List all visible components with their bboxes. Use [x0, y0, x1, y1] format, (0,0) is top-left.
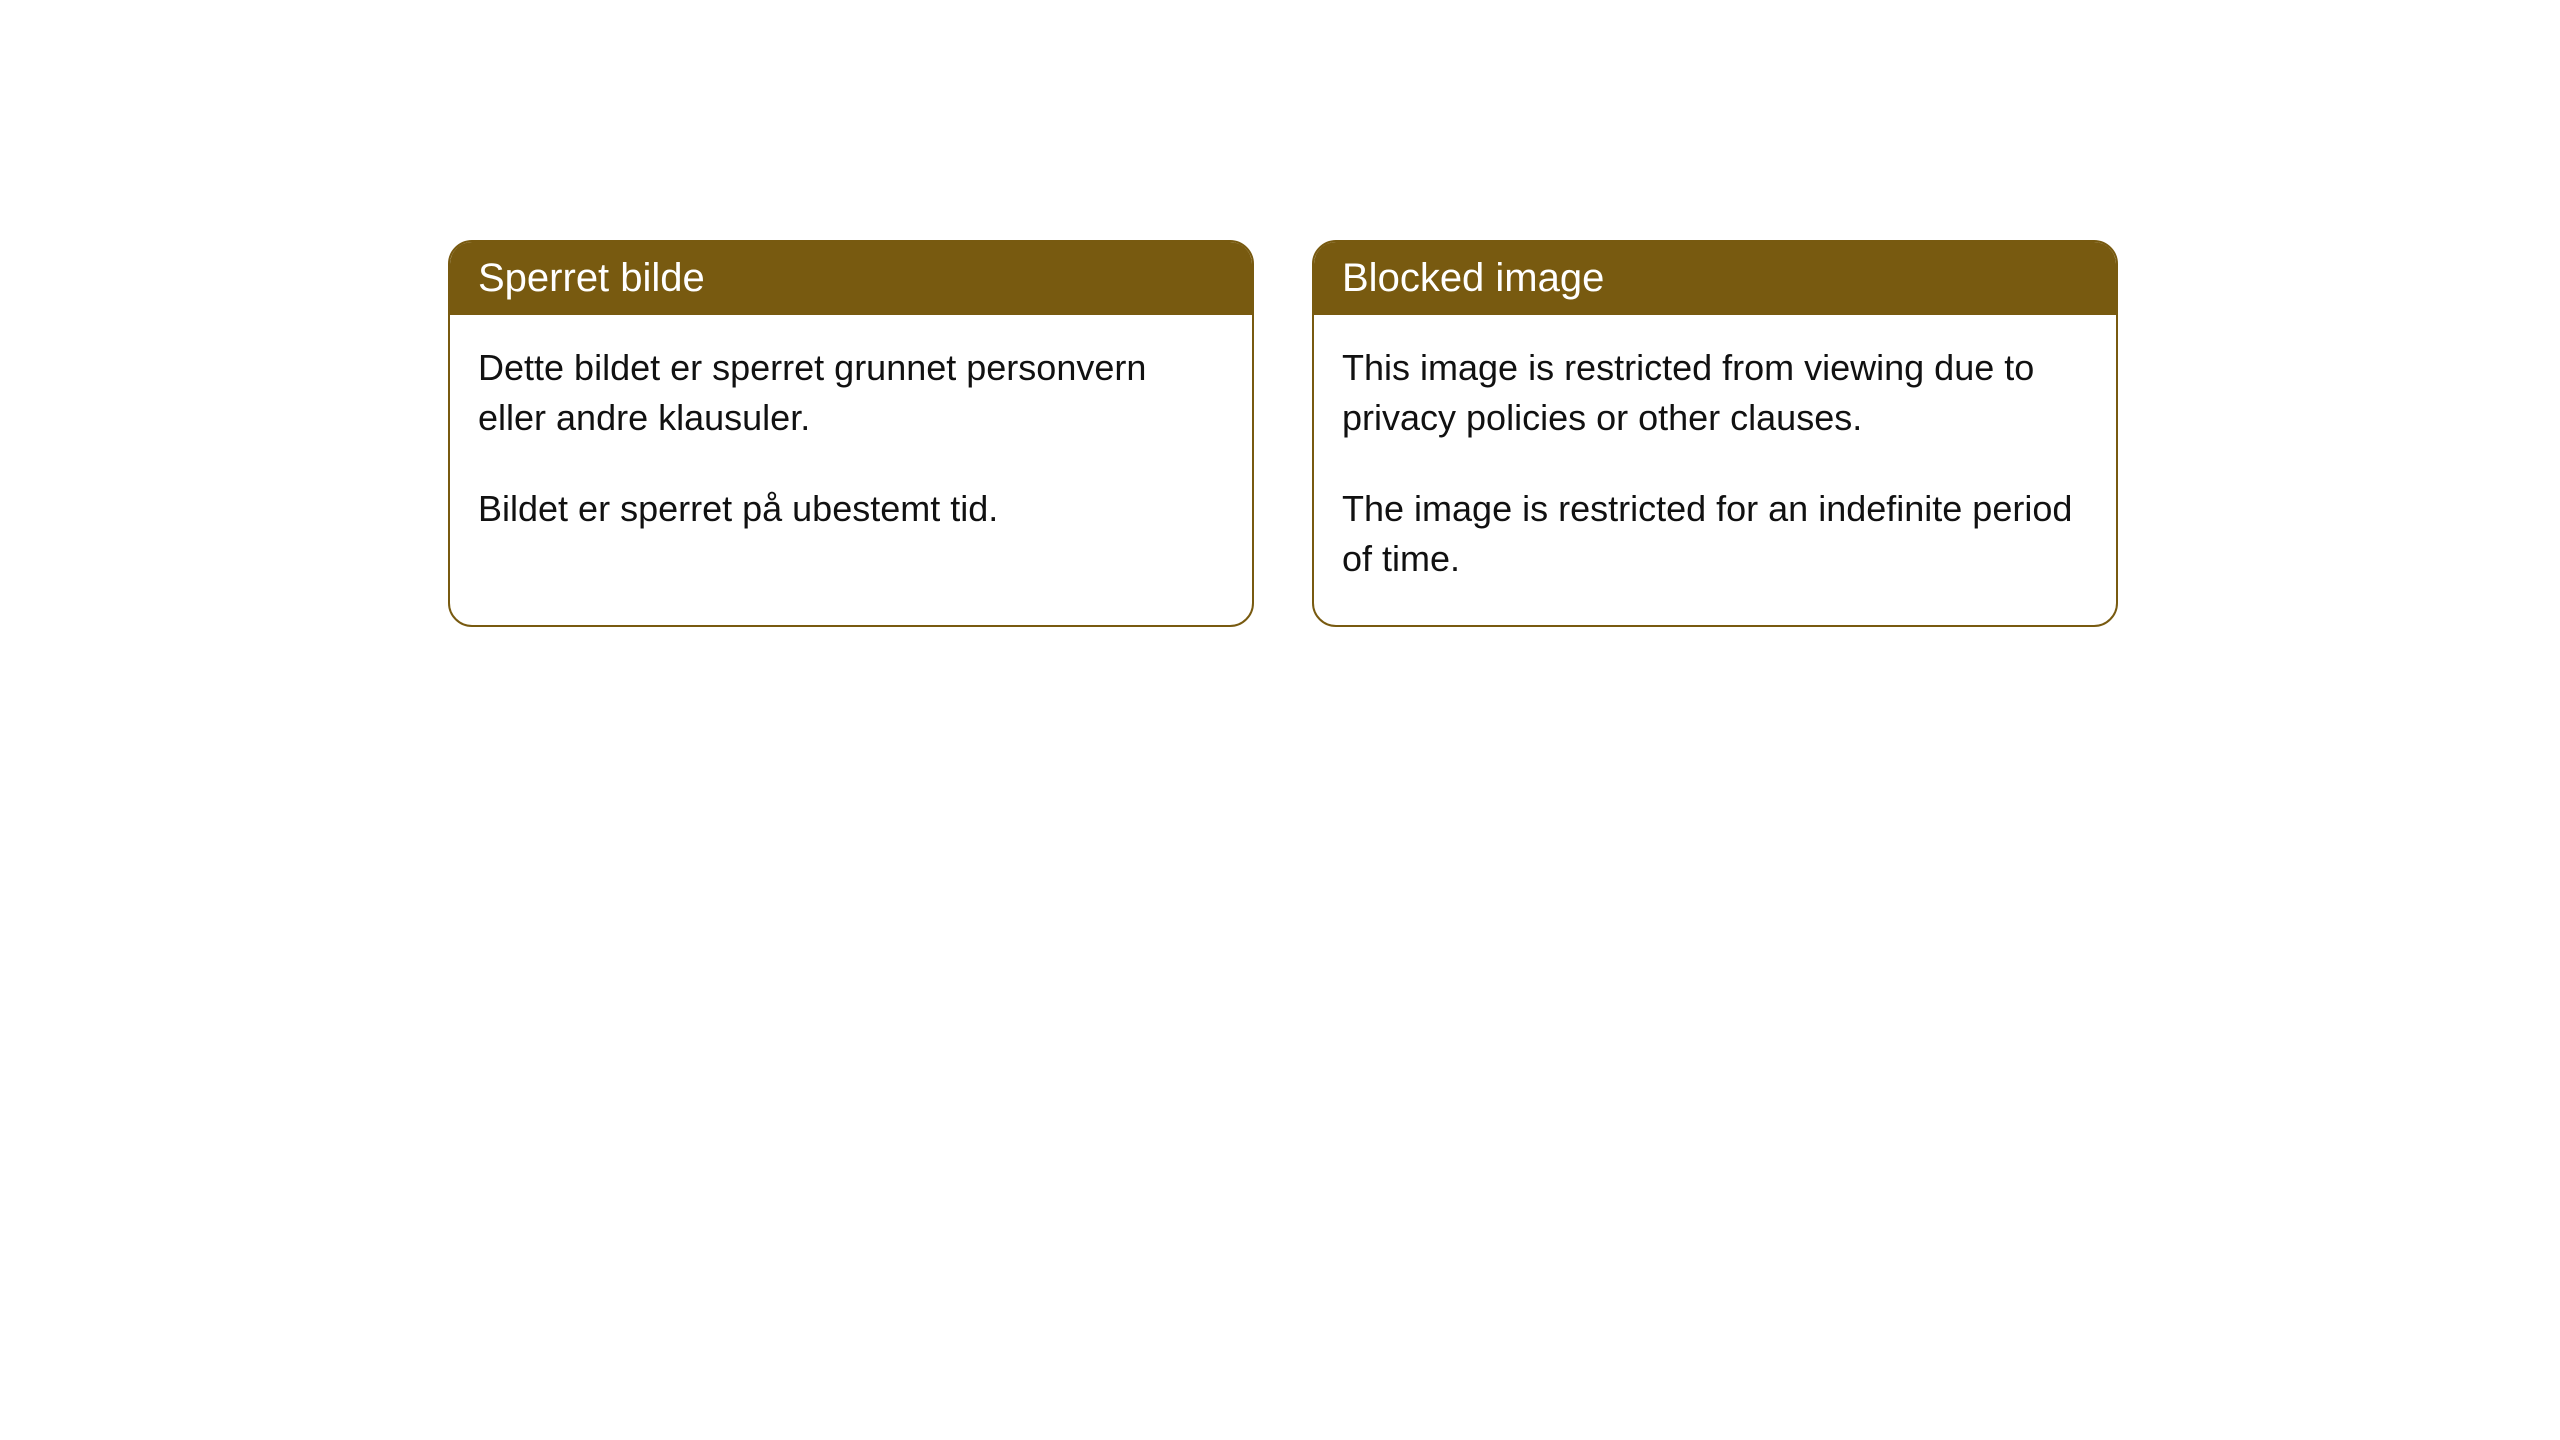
card-paragraph: This image is restricted from viewing du…: [1342, 343, 2088, 444]
card-body: Dette bildet er sperret grunnet personve…: [450, 315, 1252, 574]
card-title: Sperret bilde: [478, 256, 705, 300]
notice-card-norwegian: Sperret bilde Dette bildet er sperret gr…: [448, 240, 1254, 627]
card-header: Blocked image: [1314, 242, 2116, 315]
notice-cards-row: Sperret bilde Dette bildet er sperret gr…: [448, 240, 2118, 627]
card-header: Sperret bilde: [450, 242, 1252, 315]
notice-card-english: Blocked image This image is restricted f…: [1312, 240, 2118, 627]
card-paragraph: The image is restricted for an indefinit…: [1342, 484, 2088, 585]
card-body: This image is restricted from viewing du…: [1314, 315, 2116, 625]
card-paragraph: Bildet er sperret på ubestemt tid.: [478, 484, 1224, 534]
card-title: Blocked image: [1342, 256, 1604, 300]
card-paragraph: Dette bildet er sperret grunnet personve…: [478, 343, 1224, 444]
